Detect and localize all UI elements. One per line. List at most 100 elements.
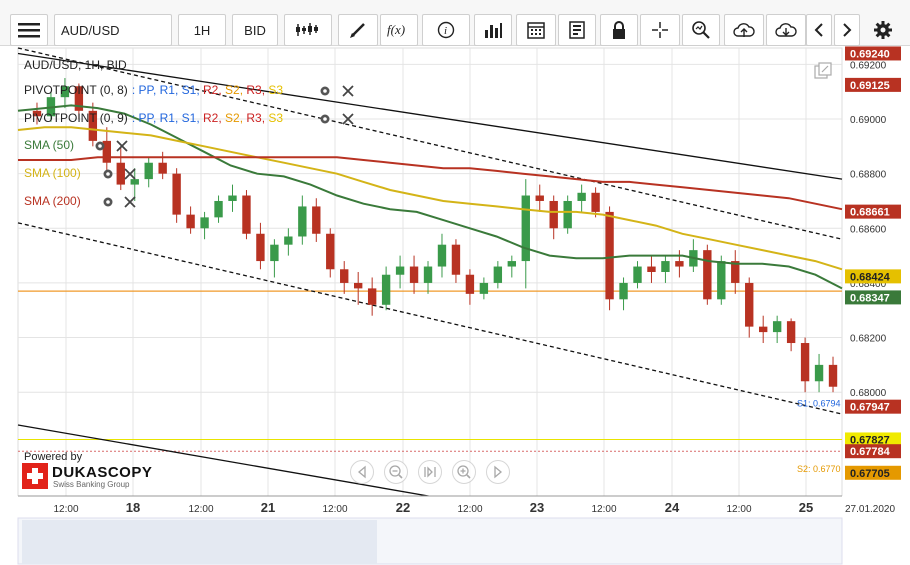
s1-label: S1: 0.6794 <box>797 399 841 409</box>
pivot1-label: PIVOTPOINT (0, 8) <box>24 83 128 97</box>
nav-zoom-in-button[interactable] <box>452 460 476 484</box>
pivot-item-s3: S3 <box>268 83 284 97</box>
brand-subtitle: Swiss Banking Group <box>53 480 130 489</box>
pivot2-row: PIVOTPOINT (0, 9) : PP, R1, S1, R2, S2, … <box>24 111 283 125</box>
sma200-row: SMA (200) <box>24 194 81 208</box>
close-stroke <box>124 168 136 180</box>
candle-body <box>814 364 824 382</box>
x-tick-label: 23 <box>530 500 544 515</box>
candle-body <box>102 140 111 163</box>
indicators-button[interactable]: f(x) <box>380 14 418 46</box>
candle-body <box>521 195 530 262</box>
candle <box>423 261 433 294</box>
candle <box>745 277 754 338</box>
legend-close-icon <box>124 168 136 180</box>
price-tag: 0.68661 <box>845 204 901 219</box>
candle-body <box>745 282 754 327</box>
price-tag: 0.67947 <box>845 399 901 414</box>
price-tags-layer: 0.69240 0.69125 0.68661 0.68424 0.68347 0.679… <box>797 46 901 480</box>
instrument-value: AUD/USD <box>61 22 120 38</box>
zoom-button[interactable] <box>682 14 720 46</box>
pivot-item-r2: R2, <box>203 111 226 125</box>
candle-body <box>661 261 670 272</box>
legend-gear-icon <box>103 197 113 207</box>
popout-icon[interactable] <box>814 62 832 80</box>
candle <box>800 337 810 393</box>
lock-button[interactable] <box>600 14 638 46</box>
candle-body <box>479 282 489 294</box>
settings-button[interactable] <box>866 14 900 46</box>
price-tag-box <box>845 432 901 447</box>
chart-area[interactable]: 0.68000 0.68200 0.68400 0.68600 0.68800 0.690… <box>0 46 910 565</box>
candle <box>214 195 223 223</box>
price-tag-text: 0.69240 <box>850 48 890 60</box>
scroll-right-button[interactable] <box>834 14 860 46</box>
pivot2-label: PIVOTPOINT (0, 9) <box>24 111 128 125</box>
series-line-sma-200- <box>18 156 843 211</box>
candle-body <box>242 195 251 234</box>
candle <box>409 255 419 294</box>
volume-button[interactable] <box>474 14 512 46</box>
price-tag-text: 0.69125 <box>850 80 890 92</box>
candle-body <box>228 195 237 201</box>
candle <box>88 102 98 147</box>
sma100-label: SMA (100) <box>24 166 81 180</box>
candle-body <box>535 195 544 201</box>
chart-style-button[interactable] <box>284 14 332 46</box>
scroll-left-button[interactable] <box>806 14 832 46</box>
candle-body <box>88 110 98 141</box>
trendline-upper-solid <box>17 52 843 180</box>
close-stroke <box>116 140 128 152</box>
instrument-select[interactable]: AUD/USD <box>54 14 172 46</box>
nav-reset-button[interactable] <box>418 460 442 484</box>
calendar-button[interactable] <box>516 14 556 46</box>
x-tick-label: 21 <box>261 500 275 515</box>
candle-body <box>256 233 265 262</box>
candle-body <box>493 266 503 283</box>
candle-body <box>507 261 516 267</box>
powered-by-label: Powered by <box>24 451 83 463</box>
price-tag-text: 0.67784 <box>850 446 891 458</box>
candle-body <box>451 244 461 275</box>
candle-body <box>703 250 712 300</box>
candle <box>535 184 544 212</box>
nav-zoom-out-button[interactable] <box>384 460 408 484</box>
svg-text:i: i <box>444 25 447 37</box>
menu-button[interactable] <box>10 14 48 46</box>
nav-right-button[interactable] <box>486 460 510 484</box>
navigator-window <box>22 520 377 564</box>
upload-button[interactable] <box>724 14 764 46</box>
candle-body <box>158 162 167 174</box>
price-side-select[interactable]: BID <box>232 14 278 46</box>
price-tag-text: 0.68347 <box>850 292 890 304</box>
x-tick-label: 25 <box>799 500 813 515</box>
candle <box>493 261 503 289</box>
timeframe-select[interactable]: 1H <box>178 14 226 46</box>
dukascopy-logo[interactable]: DUKASCOPY Swiss Banking Group <box>22 463 152 493</box>
info-button[interactable]: i <box>422 14 470 46</box>
candle <box>786 318 796 352</box>
price-chart[interactable]: 0.68000 0.68200 0.68400 0.68600 0.68800 0.690… <box>0 46 910 565</box>
report-button[interactable] <box>558 14 596 46</box>
price-tag-box <box>845 290 901 305</box>
candle-body <box>270 244 279 262</box>
crosshair-button[interactable] <box>640 14 680 46</box>
candle-body <box>130 179 139 185</box>
candle <box>242 190 251 240</box>
trendline-lower-solid <box>17 424 461 503</box>
candle-body <box>312 206 321 234</box>
y-tick-label: 0.68000 <box>850 388 887 399</box>
lock-icon <box>613 21 625 39</box>
sma100-row: SMA (100) <box>24 166 81 180</box>
fit-icon <box>424 466 436 478</box>
x-tick-label: 22 <box>396 500 410 515</box>
candle-body <box>326 233 335 270</box>
download-button[interactable] <box>766 14 806 46</box>
draw-line-button[interactable] <box>338 14 378 46</box>
pivot-item-r2: R2, <box>203 83 226 97</box>
sma50-row: SMA (50) <box>24 138 74 152</box>
pivot-item-r3: R3, <box>246 111 269 125</box>
x-tick-label: 24 <box>665 500 680 515</box>
candle-body <box>172 173 181 215</box>
nav-left-button[interactable] <box>350 460 374 484</box>
